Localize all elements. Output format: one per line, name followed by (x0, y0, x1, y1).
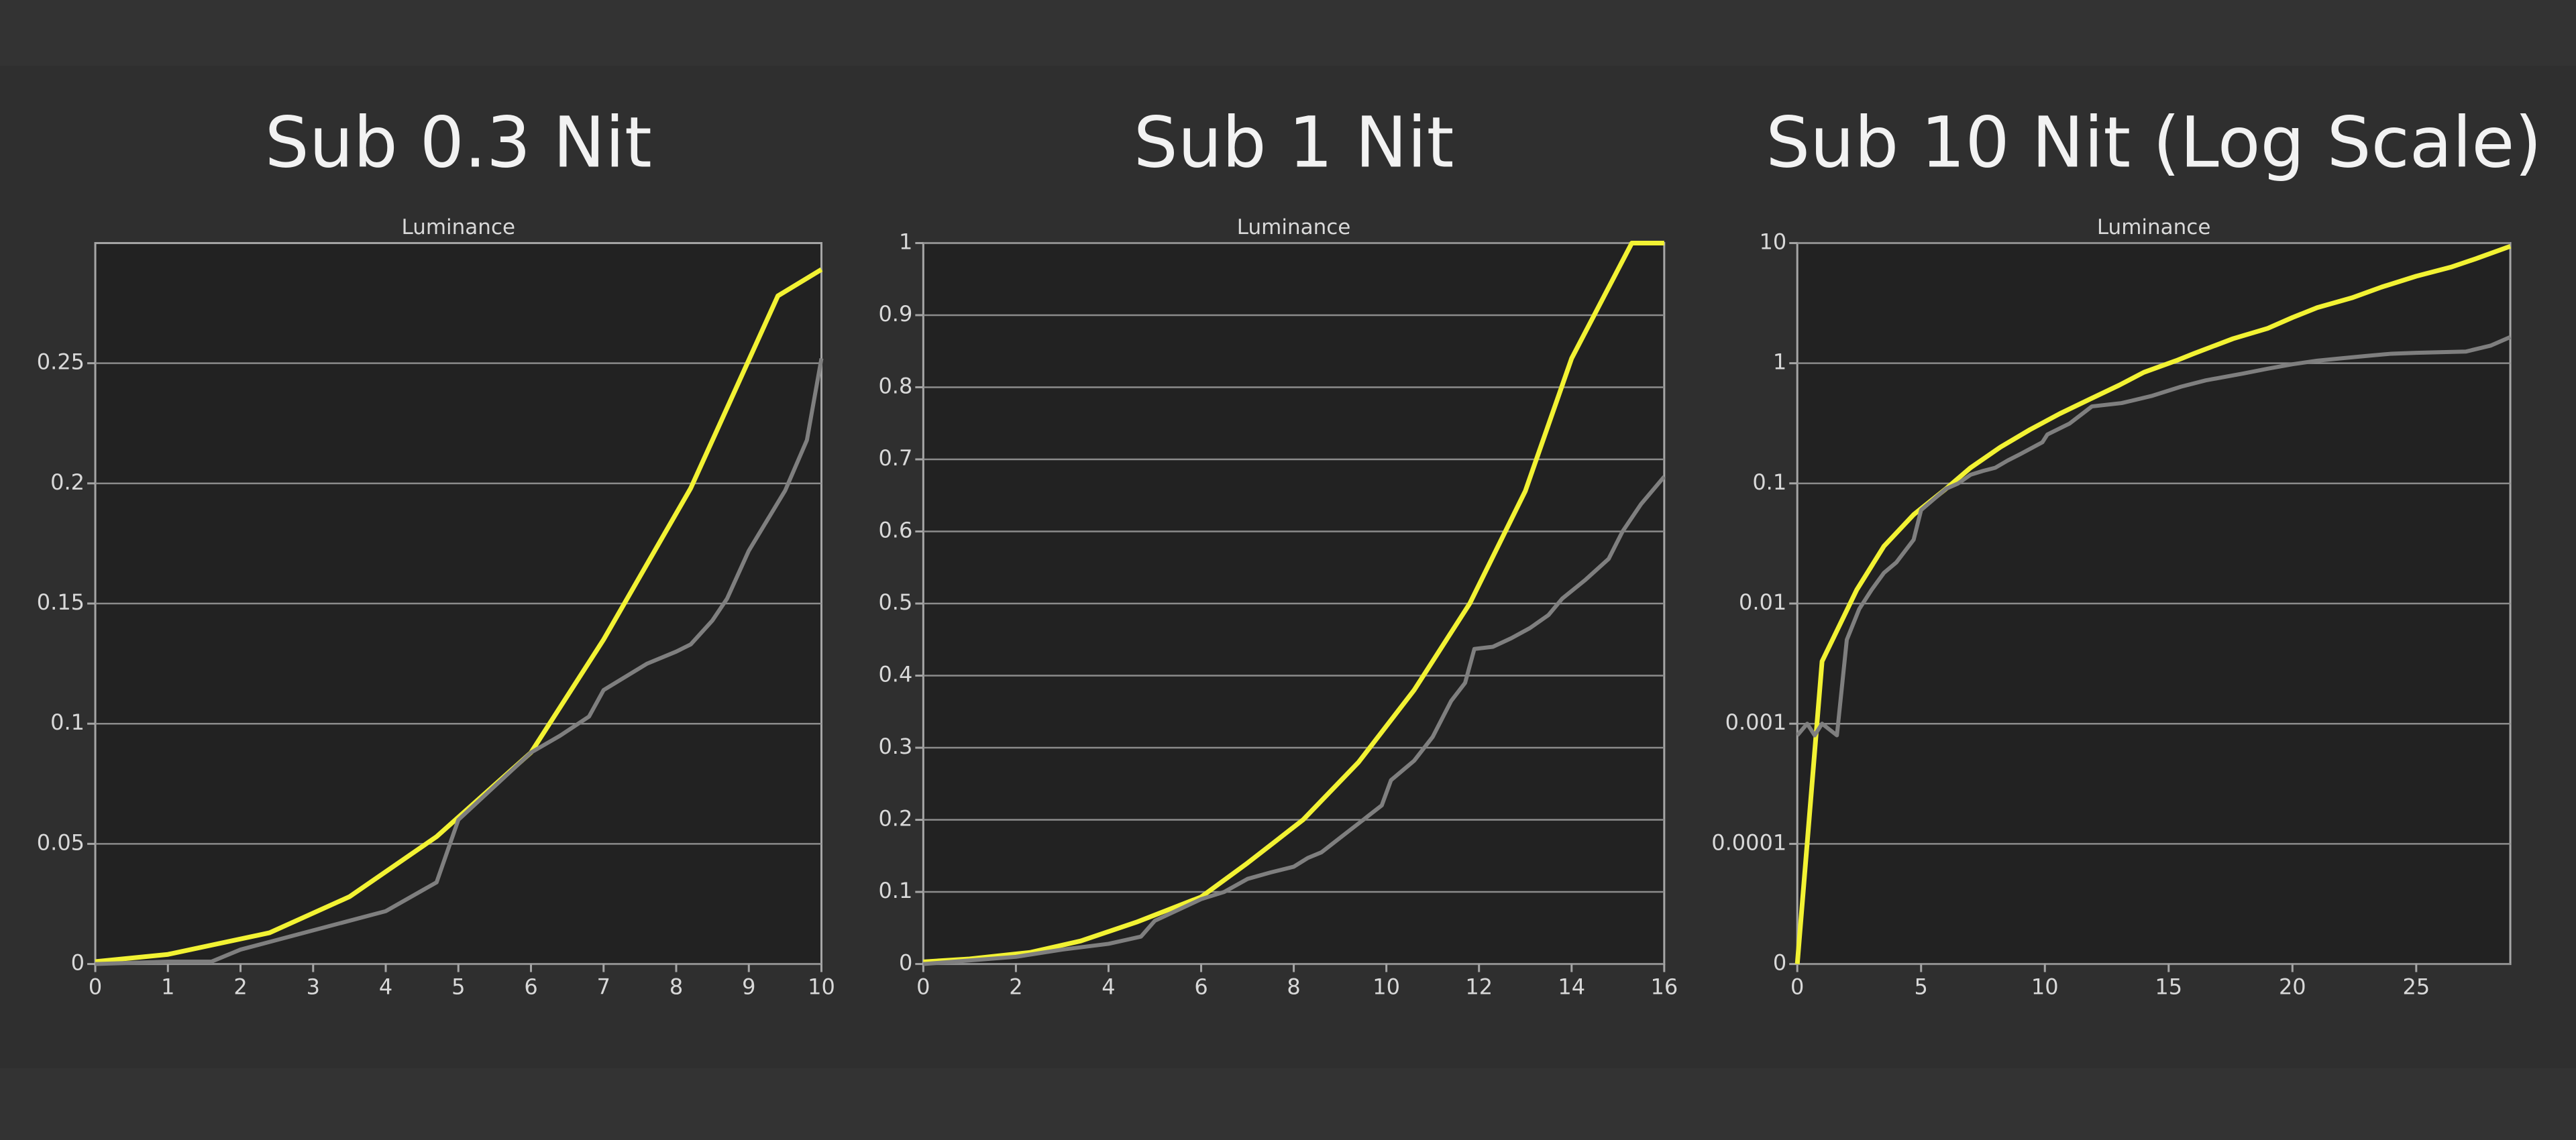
x-tick-label: 10 (808, 974, 835, 1000)
series-line (95, 357, 824, 966)
x-tick-label: 9 (742, 974, 755, 1000)
y-tick-label: 0 (899, 950, 912, 976)
x-tick-label: 12 (1465, 974, 1493, 1000)
chart-subtitle: Luminance (401, 215, 515, 239)
x-tick-label: 4 (379, 974, 392, 1000)
x-tick-label: 10 (1373, 974, 1400, 1000)
y-tick-label: 0.15 (37, 589, 85, 615)
y-tick-label: 10 (1759, 229, 1786, 254)
x-tick-label: 2 (233, 974, 247, 1000)
y-tick-label: 0.9 (878, 301, 912, 327)
chart-subtitle: Luminance (1237, 215, 1351, 239)
x-tick-label: 15 (2155, 974, 2182, 1000)
y-tick-label: 0.1 (878, 878, 912, 903)
chart-title: Sub 10 Nit (Log Scale) (1766, 102, 2542, 184)
x-tick-label: 14 (1558, 974, 1585, 1000)
y-tick-label: 0 (71, 950, 85, 976)
x-tick-label: 8 (669, 974, 683, 1000)
x-tick-label: 7 (597, 974, 610, 1000)
x-tick-label: 3 (307, 974, 320, 1000)
y-tick-label: 0.25 (37, 349, 85, 375)
x-tick-label: 16 (1650, 974, 1678, 1000)
chart-title: Sub 0.3 Nit (265, 102, 652, 184)
x-tick-label: 1 (161, 974, 174, 1000)
y-tick-label: 0 (1773, 950, 1786, 976)
y-tick-label: 0.0001 (1711, 830, 1786, 855)
chart-title: Sub 1 Nit (1134, 102, 1454, 184)
y-tick-label: 0.5 (878, 589, 912, 615)
x-tick-label: 20 (2279, 974, 2306, 1000)
y-tick-label: 0.01 (1739, 589, 1786, 615)
y-tick-label: 0.2 (878, 806, 912, 832)
x-tick-label: 10 (2031, 974, 2059, 1000)
y-tick-label: 0.001 (1725, 709, 1787, 735)
y-tick-label: 0.2 (50, 469, 85, 495)
x-tick-label: 6 (524, 974, 537, 1000)
x-tick-label: 2 (1009, 974, 1022, 1000)
y-tick-label: 0.6 (878, 517, 912, 543)
x-tick-label: 0 (1790, 974, 1804, 1000)
x-tick-label: 5 (451, 974, 465, 1000)
y-tick-label: 0.1 (1752, 469, 1786, 495)
x-tick-label: 5 (1915, 974, 1928, 1000)
x-tick-label: 0 (89, 974, 102, 1000)
y-tick-label: 0.1 (50, 709, 85, 735)
y-tick-label: 0.7 (878, 445, 912, 471)
y-tick-label: 1 (1773, 349, 1786, 375)
y-tick-label: 0.05 (37, 830, 85, 855)
x-tick-label: 0 (916, 974, 930, 1000)
x-tick-label: 8 (1287, 974, 1300, 1000)
y-tick-label: 0.3 (878, 734, 912, 759)
y-tick-label: 0.8 (878, 373, 912, 398)
chart-subtitle: Luminance (2097, 215, 2211, 239)
x-tick-label: 6 (1194, 974, 1208, 1000)
series-line (1795, 335, 2512, 738)
series-line (1794, 243, 2512, 964)
series-line (923, 475, 1666, 966)
x-tick-label: 25 (2402, 974, 2430, 1000)
x-tick-label: 4 (1102, 974, 1115, 1000)
y-tick-label: 0.4 (878, 662, 912, 687)
series-line (923, 240, 1664, 964)
y-tick-label: 1 (899, 229, 912, 254)
